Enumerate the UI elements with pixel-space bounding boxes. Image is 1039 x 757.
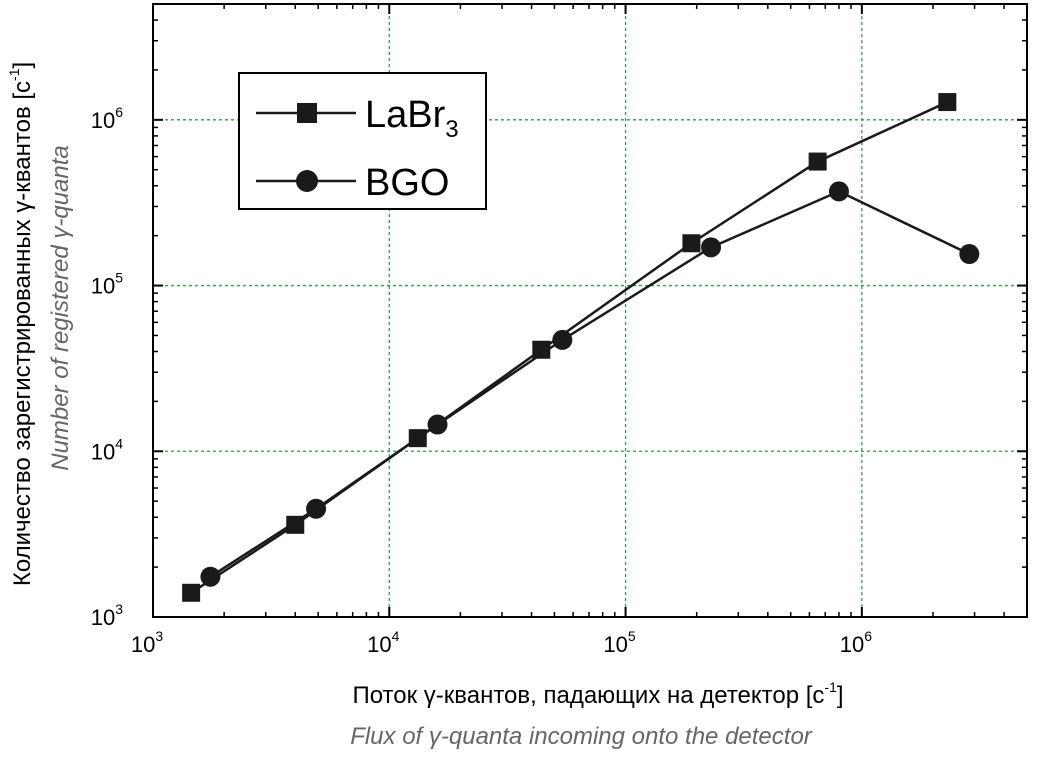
series-line-bgo: [209, 190, 970, 578]
legend-label-labr3: LaBr3: [365, 94, 459, 143]
x-axis-title: Поток γ-квантов, падающих на детектор [c…: [352, 679, 843, 709]
y-axis-subtitle: Number of registered γ-quanta: [47, 145, 74, 471]
legend-marker-bgo: [296, 170, 318, 192]
data-point-labr3: [182, 583, 201, 602]
x-tick-label: 104: [367, 628, 399, 657]
y-tick-label: 106: [91, 104, 123, 133]
legend-marker-labr3: [297, 103, 317, 123]
data-point-labr3: [532, 340, 551, 359]
data-point-bgo: [552, 329, 573, 350]
legend-item-bgo: BGO: [256, 162, 449, 204]
legend-label-bgo: BGO: [365, 162, 449, 204]
data-point-labr3: [808, 152, 827, 171]
data-point-bgo: [701, 237, 722, 258]
data-point-bgo: [959, 244, 980, 265]
ticks-layer: 103 104 105 106 103 104 105 106: [91, 4, 1027, 657]
y-tick-label: 104: [91, 435, 123, 464]
x-axis-subtitle: Flux of γ-quanta incoming onto the detec…: [350, 723, 813, 750]
data-point-bgo: [427, 414, 448, 435]
x-tick-label: 106: [840, 628, 872, 657]
x-tick-label: 103: [131, 628, 163, 657]
legend-item-labr3: LaBr3: [256, 94, 459, 143]
data-point-bgo: [306, 498, 327, 519]
data-point-bgo: [828, 181, 849, 202]
data-point-labr3: [938, 93, 957, 112]
legend-box: [238, 72, 487, 210]
y-axis-title: Количество зарегистрированных γ-квантов …: [6, 62, 36, 586]
y-tick-label: 105: [91, 270, 123, 299]
series-layer: [182, 93, 980, 602]
data-point-bgo: [200, 566, 221, 587]
x-tick-label: 105: [603, 628, 635, 657]
y-tick-label: 103: [91, 601, 123, 630]
data-point-labr3: [682, 234, 701, 253]
legend: LaBr3 BGO: [238, 72, 487, 210]
